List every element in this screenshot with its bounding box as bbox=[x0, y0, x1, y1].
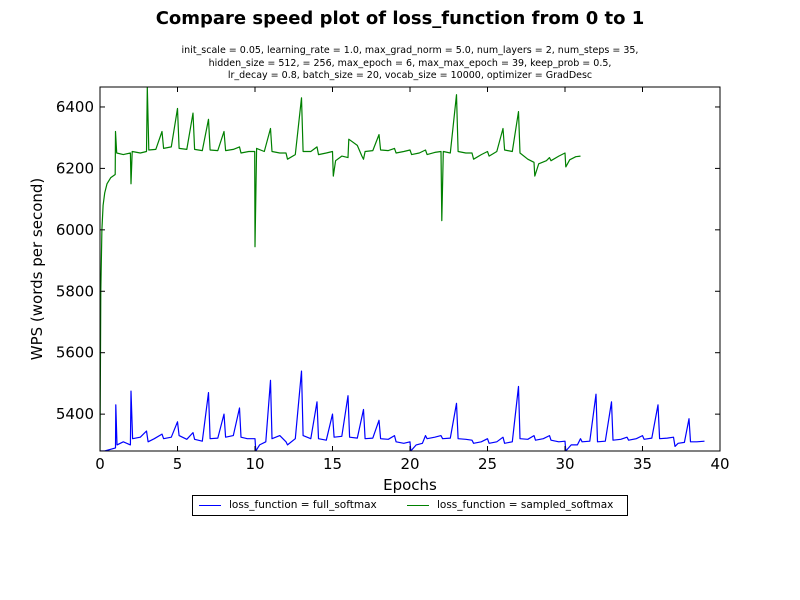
subtitle-line-2: hidden_size = 512, = 256, max_epoch = 6,… bbox=[208, 57, 612, 69]
chart-subtitle: init_scale = 0.05, learning_rate = 1.0, … bbox=[100, 45, 720, 83]
x-tick-label: 35 bbox=[633, 455, 652, 473]
axes: 0 5 10 15 20 25 30 35 40 5400 5600 5800 6000 6200 6400 bbox=[56, 86, 730, 473]
x-tick-label: 20 bbox=[400, 455, 419, 473]
y-tick-label: 6200 bbox=[56, 159, 94, 177]
legend-item-full-softmax: loss_function = full_softmax bbox=[199, 496, 377, 515]
legend-label-full-softmax: loss_function = full_softmax bbox=[229, 499, 377, 511]
y-tick-label: 5800 bbox=[56, 282, 94, 300]
x-tick-label: 25 bbox=[478, 455, 497, 473]
series-layer bbox=[100, 87, 705, 451]
y-tick-label: 6400 bbox=[56, 98, 94, 116]
x-tick-label: 5 bbox=[173, 455, 183, 473]
chart-title: Compare speed plot of loss_function from… bbox=[155, 8, 645, 29]
x-axis-label: Epochs bbox=[383, 476, 437, 494]
x-tick-label: 30 bbox=[555, 455, 574, 473]
series-line-0 bbox=[100, 370, 705, 451]
x-tick-label: 15 bbox=[323, 455, 342, 473]
legend-label-sampled-softmax: loss_function = sampled_softmax bbox=[437, 499, 614, 511]
subtitle-line-3: lr_decay = 0.8, batch_size = 20, vocab_s… bbox=[227, 70, 593, 81]
y-tick-label: 6000 bbox=[56, 221, 94, 239]
series-line-1 bbox=[100, 87, 581, 451]
y-axis-label: WPS (words per second) bbox=[28, 178, 46, 361]
legend-item-sampled-softmax: loss_function = sampled_softmax bbox=[407, 496, 613, 515]
subtitle-line-1: init_scale = 0.05, learning_rate = 1.0, … bbox=[181, 45, 639, 56]
y-tick-label: 5600 bbox=[56, 344, 94, 362]
legend-swatch-full-softmax bbox=[199, 504, 221, 506]
legend-swatch-sampled-softmax bbox=[407, 504, 429, 506]
y-tick-label: 5400 bbox=[56, 405, 94, 423]
legend: loss_function = full_softmax loss_functi… bbox=[192, 495, 628, 516]
plot-frame bbox=[99, 86, 721, 452]
x-tick-label: 10 bbox=[245, 455, 264, 473]
x-tick-label: 0 bbox=[95, 455, 105, 473]
x-tick-label: 40 bbox=[710, 455, 729, 473]
